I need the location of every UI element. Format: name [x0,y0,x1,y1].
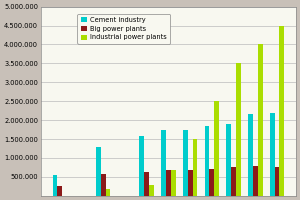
Bar [226,124,231,196]
Bar [96,147,101,196]
Bar [149,185,154,196]
Bar [253,166,258,196]
Bar [106,189,110,196]
Bar [188,170,193,196]
Bar [101,174,106,196]
Bar [144,172,149,196]
Bar [280,26,284,196]
Bar [236,63,241,196]
Bar [166,170,171,196]
Bar [209,169,214,196]
Bar [52,175,57,196]
Bar [258,44,262,196]
Bar [57,186,62,196]
Bar [248,114,253,196]
Bar [270,113,275,196]
Bar [193,139,197,196]
Bar [161,130,166,196]
Bar [183,130,188,196]
Bar [231,167,236,196]
Bar [171,170,176,196]
Bar [214,101,219,196]
Bar [275,167,280,196]
Bar [140,136,144,196]
Bar [205,126,209,196]
Legend: Cement industry, Big power plants, Industrial power plants: Cement industry, Big power plants, Indus… [77,14,170,44]
